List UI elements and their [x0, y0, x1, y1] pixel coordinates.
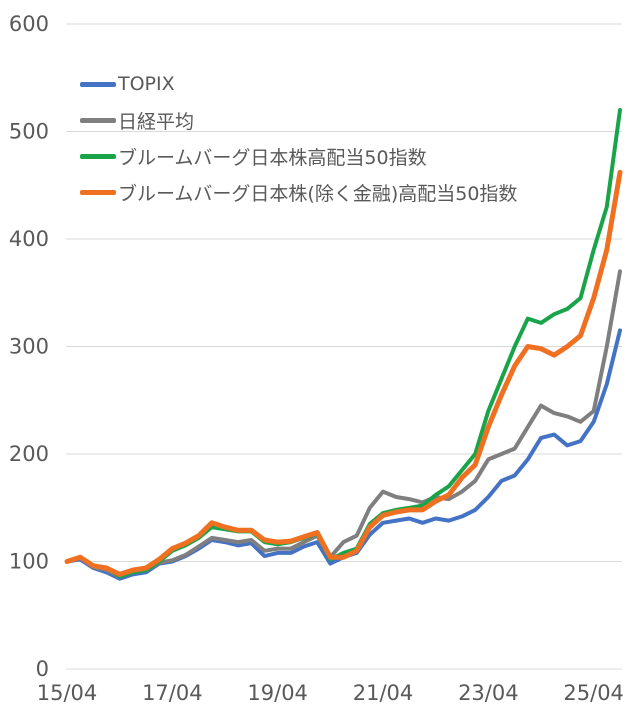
legend-swatch: [80, 153, 116, 159]
legend-swatch: [80, 117, 116, 123]
series-lines: [64, 108, 623, 581]
y-tick-label: 300: [9, 335, 49, 359]
legend-label: ブルームバーグ日本株高配当50指数: [118, 146, 427, 169]
legend-item-high-dividend-50-ex-financials: ブルームバーグ日本株(除く金融)高配当50指数: [80, 174, 517, 210]
y-tick-label: 600: [9, 12, 49, 36]
legend: TOPIX 日経平均 ブルームバーグ日本株高配当50指数 ブルームバーグ日本株(…: [80, 66, 517, 210]
x-tick-label: 19/04: [247, 681, 308, 705]
x-tick-label: 21/04: [353, 681, 414, 705]
series-line: [64, 169, 623, 577]
y-tick-label: 0: [36, 657, 49, 681]
x-tick-label: 25/04: [563, 681, 624, 705]
y-axis-ticks: 0 100 200 300 400 500 600: [9, 12, 49, 681]
legend-item-nikkei: 日経平均: [80, 102, 517, 138]
y-tick-label: 100: [9, 550, 49, 574]
x-tick-label: 15/04: [37, 681, 98, 705]
y-tick-label: 500: [9, 120, 49, 144]
x-axis-ticks: 15/04 17/04 19/04 21/04 23/04 25/04: [37, 681, 624, 705]
y-tick-label: 400: [9, 227, 49, 251]
legend-label: 日経平均: [118, 110, 195, 133]
legend-item-high-dividend-50: ブルームバーグ日本株高配当50指数: [80, 138, 517, 174]
legend-label: ブルームバーグ日本株(除く金融)高配当50指数: [118, 182, 518, 205]
legend-item-topix: TOPIX: [80, 66, 517, 102]
legend-label: TOPIX: [118, 73, 175, 95]
y-tick-label: 200: [9, 442, 49, 466]
x-tick-label: 17/04: [142, 681, 203, 705]
series-line: [65, 269, 622, 579]
legend-swatch: [80, 189, 116, 195]
legend-swatch: [80, 81, 116, 87]
x-tick-label: 23/04: [458, 681, 519, 705]
